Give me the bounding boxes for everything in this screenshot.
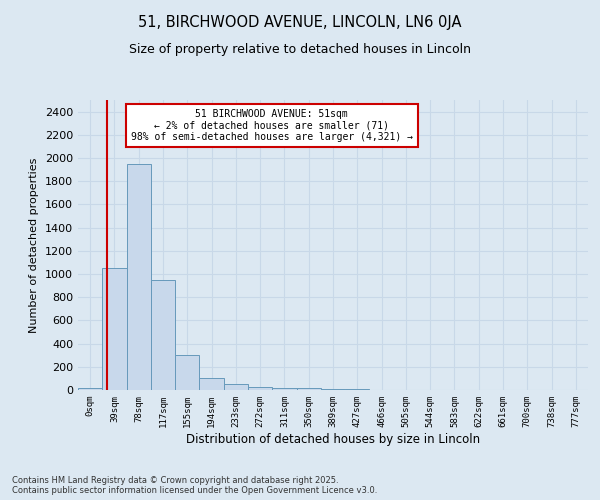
Bar (199, 378, 224, 390)
Bar (321, 389, 345, 390)
Bar (78, 388, 102, 390)
Text: 51, BIRCHWOOD AVENUE, LINCOLN, LN6 0JA: 51, BIRCHWOOD AVENUE, LINCOLN, LN6 0JA (138, 15, 462, 30)
Bar (175, 355, 199, 390)
Bar (151, 280, 175, 390)
Bar (248, 386, 272, 390)
Text: Size of property relative to detached houses in Lincoln: Size of property relative to detached ho… (129, 42, 471, 56)
Bar (224, 384, 248, 390)
Bar (102, 268, 127, 390)
Y-axis label: Number of detached properties: Number of detached properties (29, 158, 40, 332)
X-axis label: Distribution of detached houses by size in Lincoln: Distribution of detached houses by size … (186, 432, 480, 446)
Text: Contains HM Land Registry data © Crown copyright and database right 2025.
Contai: Contains HM Land Registry data © Crown c… (12, 476, 377, 495)
Text: 51 BIRCHWOOD AVENUE: 51sqm
← 2% of detached houses are smaller (71)
98% of semi-: 51 BIRCHWOOD AVENUE: 51sqm ← 2% of detac… (131, 108, 413, 142)
Bar (127, 164, 151, 390)
Bar (296, 388, 321, 390)
Bar (272, 388, 296, 390)
